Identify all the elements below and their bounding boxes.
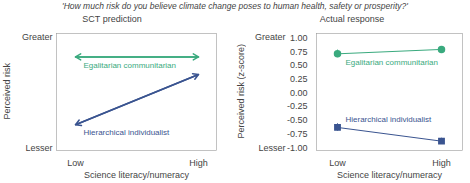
svg-text:1.00: 1.00 — [290, 33, 308, 43]
svg-text:0.00: 0.00 — [290, 88, 308, 98]
svg-text:Greater: Greater — [22, 32, 53, 42]
html-text:'How much risk do you believe: 'How much risk do you believe climate ch… — [62, 1, 408, 11]
html-text:SCT prediction: SCT prediction — [82, 14, 142, 24]
svg-text:0.75: 0.75 — [290, 47, 308, 57]
svg-text:0.25: 0.25 — [290, 74, 308, 84]
svg-text:-0.25: -0.25 — [287, 101, 308, 111]
svg-text:-0.75: -0.75 — [287, 129, 308, 139]
html-text:Perceived risk: Perceived risk — [2, 63, 12, 120]
svg-text:-0.50: -0.50 — [287, 115, 308, 125]
svg-text:Low: Low — [329, 158, 346, 168]
svg-text:Lesser: Lesser — [258, 143, 285, 153]
svg-text:-1.00: -1.00 — [287, 143, 308, 153]
svg-text:Hierarchical individualist: Hierarchical individualist — [84, 128, 171, 137]
svg-text:High: High — [432, 158, 451, 168]
svg-text:Science literacy/numeracy: Science literacy/numeracy — [337, 170, 443, 180]
svg-text:High: High — [189, 158, 208, 168]
svg-text:Egalitarian communitarian: Egalitarian communitarian — [84, 61, 177, 70]
svg-text:Low: Low — [67, 158, 84, 168]
svg-text:Science literacy/numeracy: Science literacy/numeracy — [84, 170, 190, 180]
html-text:Actual response: Actual response — [319, 14, 385, 24]
svg-text:Egalitarian communitarian: Egalitarian communitarian — [346, 58, 439, 67]
svg-text:Lesser: Lesser — [25, 143, 52, 153]
svg-text:0.50: 0.50 — [290, 60, 308, 70]
html-text:Perceived risk (z-score): Perceived risk (z-score) — [236, 44, 246, 139]
svg-text:Hierarchical individualist: Hierarchical individualist — [346, 115, 433, 124]
svg-text:Greater: Greater — [255, 32, 286, 42]
